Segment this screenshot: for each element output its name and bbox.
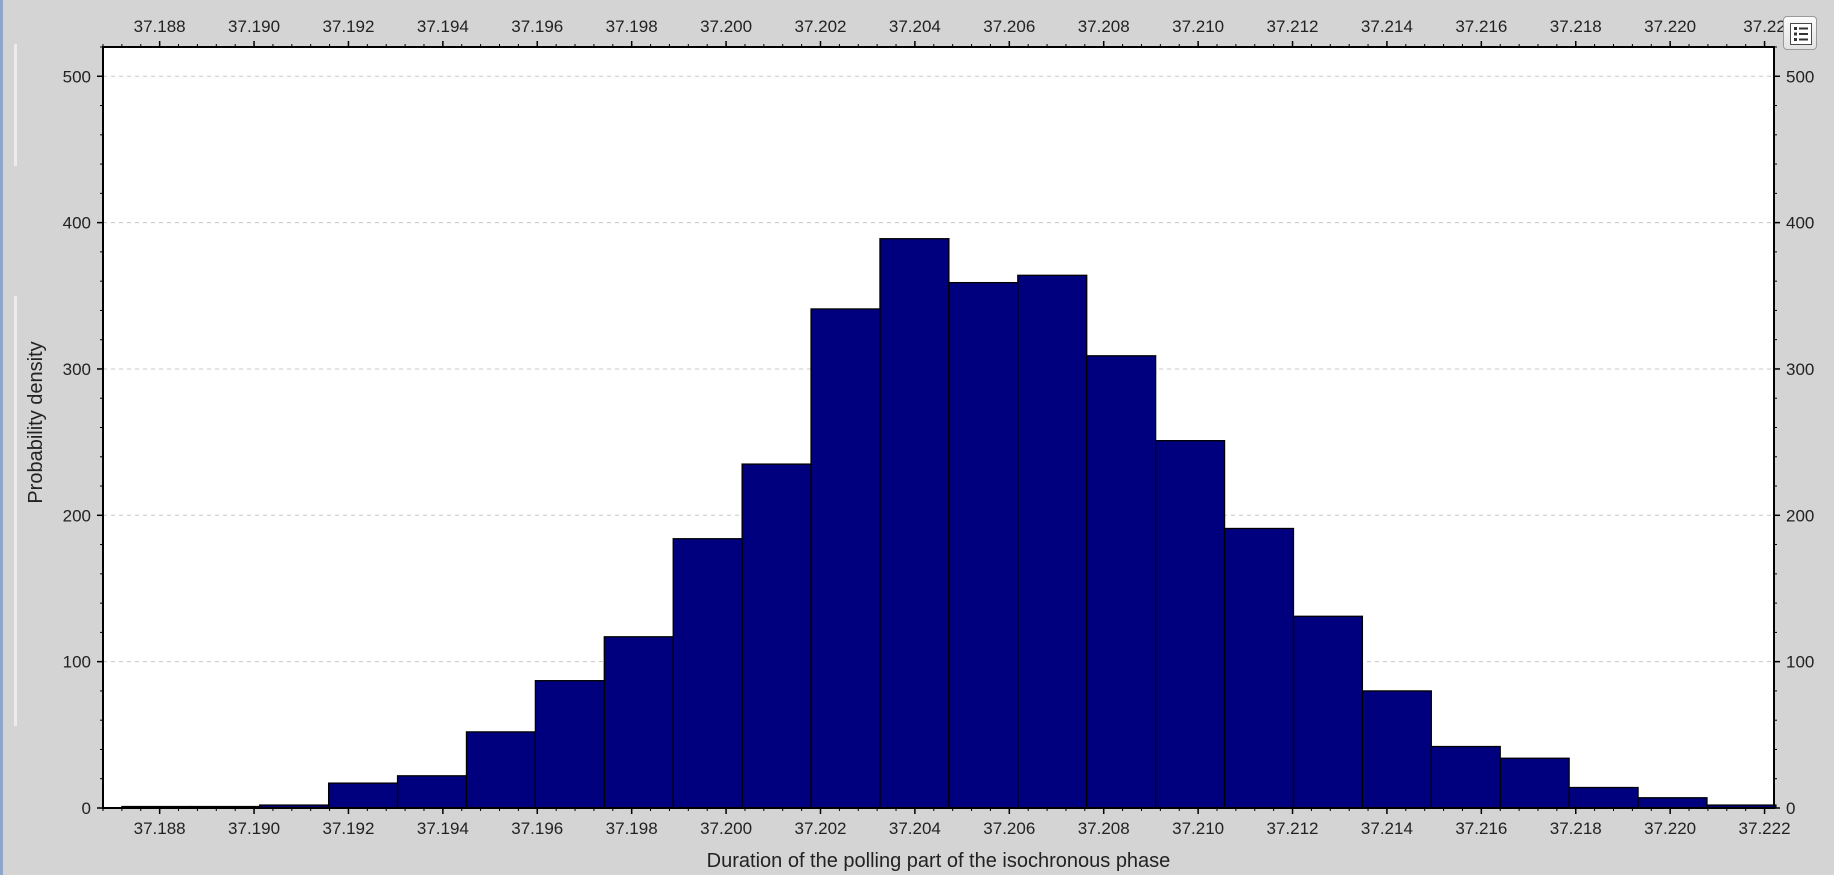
histogram-bar [810,308,881,809]
x-axis-label: Duration of the polling part of the isoc… [707,850,1171,872]
histogram-bar [1568,786,1639,809]
axis-ticks: 37.188 37.188 37.190 37.190 37.192 37.192 37.1… [63,17,1815,838]
histogram-bar [534,680,605,809]
y-tick-label: 0 [82,799,91,818]
scroll-marker [14,44,17,166]
y-right-tick-label: 200 [1786,506,1814,525]
x-tick-label: 37.194 [417,819,469,838]
y-right-tick-label: 0 [1786,799,1795,818]
window-edge [0,0,3,875]
x-tick-label: 37.210 [1172,819,1224,838]
x-top-tick-label: 37.188 [134,17,186,36]
x-top-tick-label: 37.216 [1455,17,1507,36]
x-tick-label: 37.220 [1644,819,1696,838]
y-tick-label: 200 [63,506,91,525]
x-tick-label: 37.196 [511,819,563,838]
x-top-tick-label: 37.212 [1267,17,1319,36]
x-tick-label: 37.214 [1361,819,1413,838]
x-top-tick-label: 37.202 [794,17,846,36]
x-top-tick-label: 37.210 [1172,17,1224,36]
histogram-bar [603,636,674,809]
x-tick-label: 37.198 [606,819,658,838]
y-tick-label: 100 [63,653,91,672]
histogram-bar [1292,615,1364,809]
scroll-marker [14,296,17,726]
y-right-tick-label: 300 [1786,360,1814,379]
histogram-bar [1430,745,1501,809]
histogram-bar [1017,274,1088,809]
y-tick-label: 400 [63,214,91,233]
y-right-tick-label: 500 [1786,67,1814,86]
x-tick-label: 37.188 [134,819,186,838]
x-tick-label: 37.200 [700,819,752,838]
legend-list-icon [1790,23,1812,45]
x-top-tick-label: 37.198 [606,17,658,36]
y-right-tick-label: 400 [1786,214,1814,233]
x-top-tick-label: 37.204 [889,17,941,36]
x-top-tick-label: 37.218 [1550,17,1602,36]
x-top-tick-label: 37.214 [1361,17,1413,36]
histogram-bar [1086,355,1157,809]
histogram-bar [1637,797,1708,809]
x-top-tick-label: 37.196 [511,17,563,36]
x-tick-label: 37.222 [1739,819,1791,838]
x-tick-label: 37.208 [1078,819,1130,838]
histogram-bar [741,463,812,809]
x-tick-label: 37.204 [889,819,941,838]
histogram-bar [1499,757,1570,809]
histogram-bar [465,731,537,809]
x-tick-label: 37.206 [983,819,1035,838]
histogram-bar [948,281,1019,809]
x-top-tick-label: 37.206 [983,17,1035,36]
legend-toggle-button[interactable] [1783,16,1817,50]
histogram-bar [879,238,950,809]
bars [121,238,1777,809]
x-top-tick-label: 37.190 [228,17,280,36]
x-top-tick-label: 37.194 [417,17,469,36]
x-top-tick-label: 37.22 [1743,17,1786,36]
y-tick-label: 500 [63,67,91,86]
histogram-bar [1223,527,1295,809]
x-top-tick-label: 37.192 [322,17,374,36]
x-top-tick-label: 37.208 [1078,17,1130,36]
x-tick-label: 37.212 [1267,819,1319,838]
x-tick-label: 37.216 [1455,819,1507,838]
histogram-bar [672,538,743,809]
histogram-bar [1154,440,1226,809]
x-top-tick-label: 37.200 [700,17,752,36]
y-tick-label: 300 [63,360,91,379]
x-tick-label: 37.202 [794,819,846,838]
x-tick-label: 37.190 [228,819,280,838]
histogram-bar [327,782,399,809]
x-tick-label: 37.192 [322,819,374,838]
x-tick-label: 37.218 [1550,819,1602,838]
y-right-tick-label: 100 [1786,653,1814,672]
y-axis-label: Probability density [25,341,47,503]
histogram-bar [396,775,468,809]
histogram-bar [1361,690,1432,809]
x-top-tick-label: 37.220 [1644,17,1696,36]
